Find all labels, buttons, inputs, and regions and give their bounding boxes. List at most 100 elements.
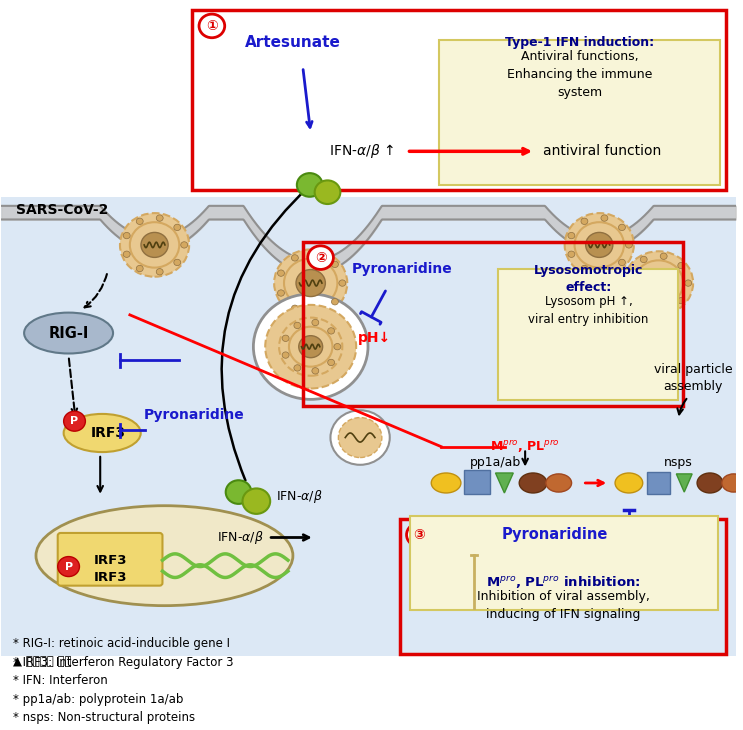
Text: antiviral function: antiviral function	[543, 145, 661, 158]
Circle shape	[565, 213, 634, 277]
Circle shape	[123, 251, 130, 258]
FancyBboxPatch shape	[439, 40, 720, 185]
Circle shape	[634, 261, 684, 306]
Circle shape	[278, 270, 285, 277]
Circle shape	[601, 269, 608, 275]
Circle shape	[308, 246, 334, 269]
Circle shape	[312, 319, 319, 326]
Circle shape	[626, 242, 632, 248]
Circle shape	[640, 304, 647, 310]
Circle shape	[284, 258, 337, 307]
Circle shape	[678, 297, 685, 304]
Ellipse shape	[519, 473, 547, 493]
Text: IRF3: IRF3	[91, 426, 126, 440]
Ellipse shape	[36, 506, 293, 606]
Ellipse shape	[24, 312, 113, 353]
Ellipse shape	[721, 474, 743, 492]
Text: Antiviral functions,
Enhancing the immune
system: Antiviral functions, Enhancing the immun…	[507, 50, 652, 99]
Text: pH↓: pH↓	[358, 331, 392, 345]
Circle shape	[265, 305, 356, 388]
Circle shape	[64, 411, 85, 431]
Circle shape	[253, 294, 368, 399]
Bar	[1, 197, 736, 656]
Circle shape	[334, 344, 341, 350]
Circle shape	[278, 290, 285, 296]
Circle shape	[618, 259, 626, 266]
Bar	[192, 10, 726, 191]
Circle shape	[313, 251, 319, 258]
Circle shape	[279, 318, 343, 376]
Circle shape	[328, 359, 334, 366]
Text: IFN-$\alpha$/$\beta$: IFN-$\alpha$/$\beta$	[217, 529, 264, 546]
Bar	[303, 242, 684, 406]
Circle shape	[339, 280, 345, 286]
Circle shape	[581, 218, 588, 225]
Circle shape	[136, 218, 143, 225]
Circle shape	[156, 269, 163, 275]
Circle shape	[291, 305, 299, 312]
Circle shape	[574, 222, 624, 268]
Circle shape	[331, 261, 338, 268]
Circle shape	[120, 213, 189, 277]
Ellipse shape	[546, 474, 571, 492]
Circle shape	[296, 269, 325, 296]
FancyBboxPatch shape	[499, 269, 678, 400]
Text: Pyronaridine: Pyronaridine	[352, 263, 453, 277]
Polygon shape	[496, 473, 513, 493]
Circle shape	[294, 365, 301, 371]
Circle shape	[156, 215, 163, 221]
Circle shape	[141, 232, 168, 258]
Circle shape	[58, 556, 80, 577]
Text: Type-1 IFN induction:: Type-1 IFN induction:	[505, 36, 654, 49]
Circle shape	[123, 232, 130, 239]
Text: viral particle
assembly: viral particle assembly	[654, 364, 733, 393]
Text: IRF3
IRF3: IRF3 IRF3	[94, 554, 127, 584]
Circle shape	[282, 335, 289, 342]
Text: SARS-CoV-2: SARS-CoV-2	[16, 204, 108, 218]
Circle shape	[297, 173, 322, 197]
Text: M$^{pro}$, PL$^{pro}$ inhibition:: M$^{pro}$, PL$^{pro}$ inhibition:	[487, 575, 641, 591]
Circle shape	[661, 253, 667, 259]
FancyBboxPatch shape	[409, 515, 718, 610]
Text: Inhibition of viral assembly,
inducing of IFN signaling: Inhibition of viral assembly, inducing o…	[477, 590, 650, 621]
Circle shape	[568, 232, 575, 239]
Text: M$^{pro}$, PL$^{pro}$: M$^{pro}$, PL$^{pro}$	[490, 439, 560, 455]
Text: Pyronaridine: Pyronaridine	[502, 527, 608, 542]
Circle shape	[274, 250, 347, 317]
Circle shape	[130, 222, 179, 268]
Ellipse shape	[615, 473, 643, 493]
FancyBboxPatch shape	[58, 533, 163, 585]
Text: pp1a/ab: pp1a/ab	[470, 456, 521, 469]
Circle shape	[328, 328, 334, 334]
Circle shape	[291, 255, 299, 261]
Text: nsps: nsps	[664, 456, 692, 469]
Circle shape	[299, 336, 322, 358]
Ellipse shape	[431, 473, 461, 493]
Text: IFN-$\alpha$/$\beta$: IFN-$\alpha$/$\beta$	[276, 488, 323, 505]
Circle shape	[313, 309, 319, 315]
Circle shape	[242, 488, 270, 514]
Circle shape	[314, 180, 340, 204]
Circle shape	[640, 256, 647, 263]
Circle shape	[627, 289, 634, 296]
Circle shape	[568, 251, 575, 258]
Ellipse shape	[64, 414, 140, 452]
Circle shape	[294, 322, 301, 328]
Circle shape	[174, 259, 181, 266]
Polygon shape	[676, 474, 692, 492]
Text: ③: ③	[414, 528, 425, 542]
Text: P: P	[71, 416, 79, 426]
Circle shape	[136, 265, 143, 272]
Circle shape	[199, 14, 224, 38]
Text: * RIG-I: retinoic acid-inducible gene I
* IRF3: Interferon Regulatory Factor 3
*: * RIG-I: retinoic acid-inducible gene I …	[13, 637, 234, 724]
Circle shape	[661, 307, 667, 313]
Circle shape	[601, 215, 608, 221]
Circle shape	[181, 242, 188, 248]
Bar	[464, 470, 490, 494]
Circle shape	[618, 224, 626, 231]
Circle shape	[624, 251, 693, 315]
Text: Pyronaridine: Pyronaridine	[143, 408, 244, 422]
Text: ①: ①	[206, 19, 218, 33]
Bar	[1, 1, 736, 197]
Text: Lysosomotropic
effect:: Lysosomotropic effect:	[533, 264, 643, 293]
